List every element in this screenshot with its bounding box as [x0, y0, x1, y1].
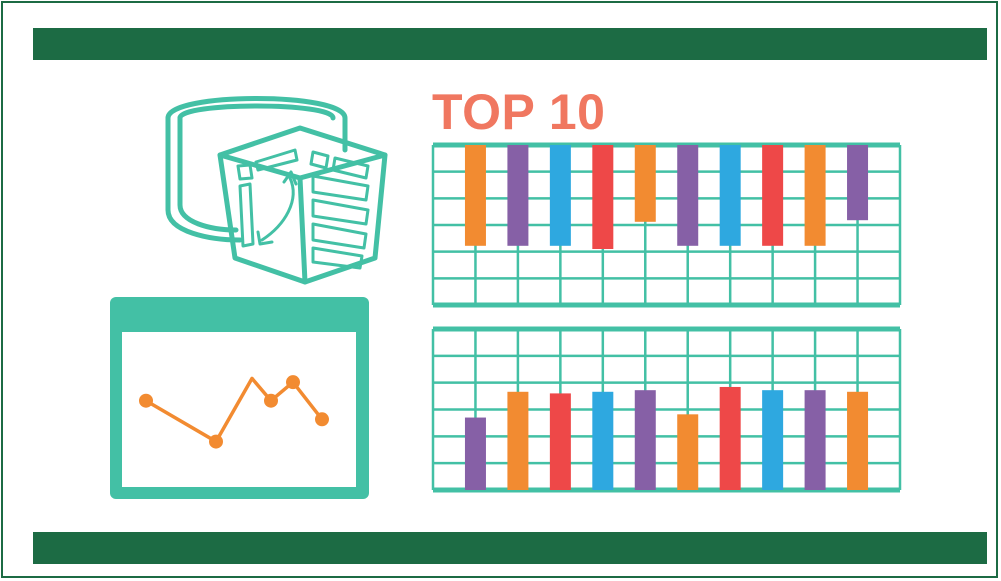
bar — [804, 145, 826, 246]
bar — [464, 417, 486, 490]
bar — [549, 393, 571, 490]
bar — [592, 391, 614, 490]
bar — [719, 145, 741, 246]
line-point — [209, 434, 223, 449]
bar — [549, 145, 571, 246]
top-10-title: TOP 10 — [432, 84, 606, 140]
line-point — [264, 393, 278, 408]
bar — [719, 386, 741, 490]
bar — [592, 145, 614, 249]
line-point — [315, 412, 329, 427]
top-band — [33, 28, 987, 60]
top-bar-chart — [431, 142, 902, 308]
bar — [507, 391, 529, 490]
bar — [804, 390, 826, 490]
database-cube-icon — [165, 96, 388, 285]
line-series — [145, 376, 324, 444]
bar — [677, 414, 699, 490]
bar — [762, 390, 784, 490]
bar — [847, 145, 869, 221]
line-chart-window-icon — [110, 297, 369, 499]
bottom-band — [33, 532, 987, 564]
bar — [762, 145, 784, 246]
line-point — [139, 393, 153, 408]
bottom-bar-chart — [431, 326, 902, 493]
bar — [847, 391, 869, 490]
bar — [464, 145, 486, 246]
bar — [507, 145, 529, 246]
line-point — [286, 375, 300, 390]
bar — [634, 145, 656, 222]
bar — [677, 145, 699, 246]
window-body — [122, 332, 356, 487]
bar — [634, 390, 656, 490]
